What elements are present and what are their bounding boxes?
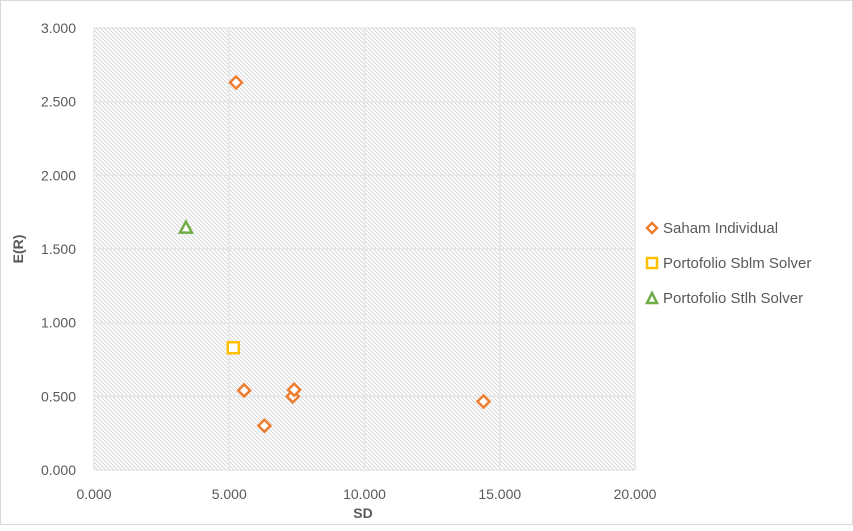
y-tick-label: 2.000	[41, 167, 76, 183]
x-tick-label: 10.000	[343, 486, 386, 502]
y-tick-label: 3.000	[41, 20, 76, 36]
legend-item[interactable]: Saham Individual	[645, 220, 778, 237]
y-tick-label: 1.500	[41, 241, 76, 257]
legend-label: Saham Individual	[663, 220, 778, 237]
legend-label: Portofolio Sblm Solver	[663, 255, 811, 272]
data-point-square[interactable]	[226, 340, 241, 355]
data-point-diamond[interactable]	[236, 382, 252, 399]
legend-item[interactable]: Portofolio Stlh Solver	[644, 290, 803, 307]
legend-item[interactable]: Portofolio Sblm Solver	[645, 255, 811, 272]
y-tick-label: 2.500	[41, 94, 76, 110]
x-tick-label: 5.000	[212, 486, 247, 502]
x-tick-label: 20.000	[614, 486, 657, 502]
y-axis-title: E(R)	[10, 235, 26, 264]
x-tick-label: 15.000	[478, 486, 521, 502]
data-point-diamond[interactable]	[228, 74, 244, 91]
data-point-diamond[interactable]	[475, 393, 492, 410]
legend-marker-triangle[interactable]	[644, 290, 660, 305]
legend-marker-square[interactable]	[645, 256, 659, 270]
legend-marker-diamond[interactable]	[645, 221, 659, 235]
x-axis-title: SD	[353, 505, 372, 521]
y-tick-label: 0.500	[41, 388, 76, 404]
data-point-diamond[interactable]	[256, 418, 273, 434]
x-tick-label: 0.000	[76, 486, 111, 502]
legend-label: Portofolio Stlh Solver	[663, 290, 803, 307]
y-tick-label: 0.000	[41, 462, 76, 478]
data-point-triangle[interactable]	[177, 219, 195, 234]
data-point-diamond[interactable]	[286, 381, 302, 398]
y-tick-label: 1.000	[41, 315, 76, 331]
